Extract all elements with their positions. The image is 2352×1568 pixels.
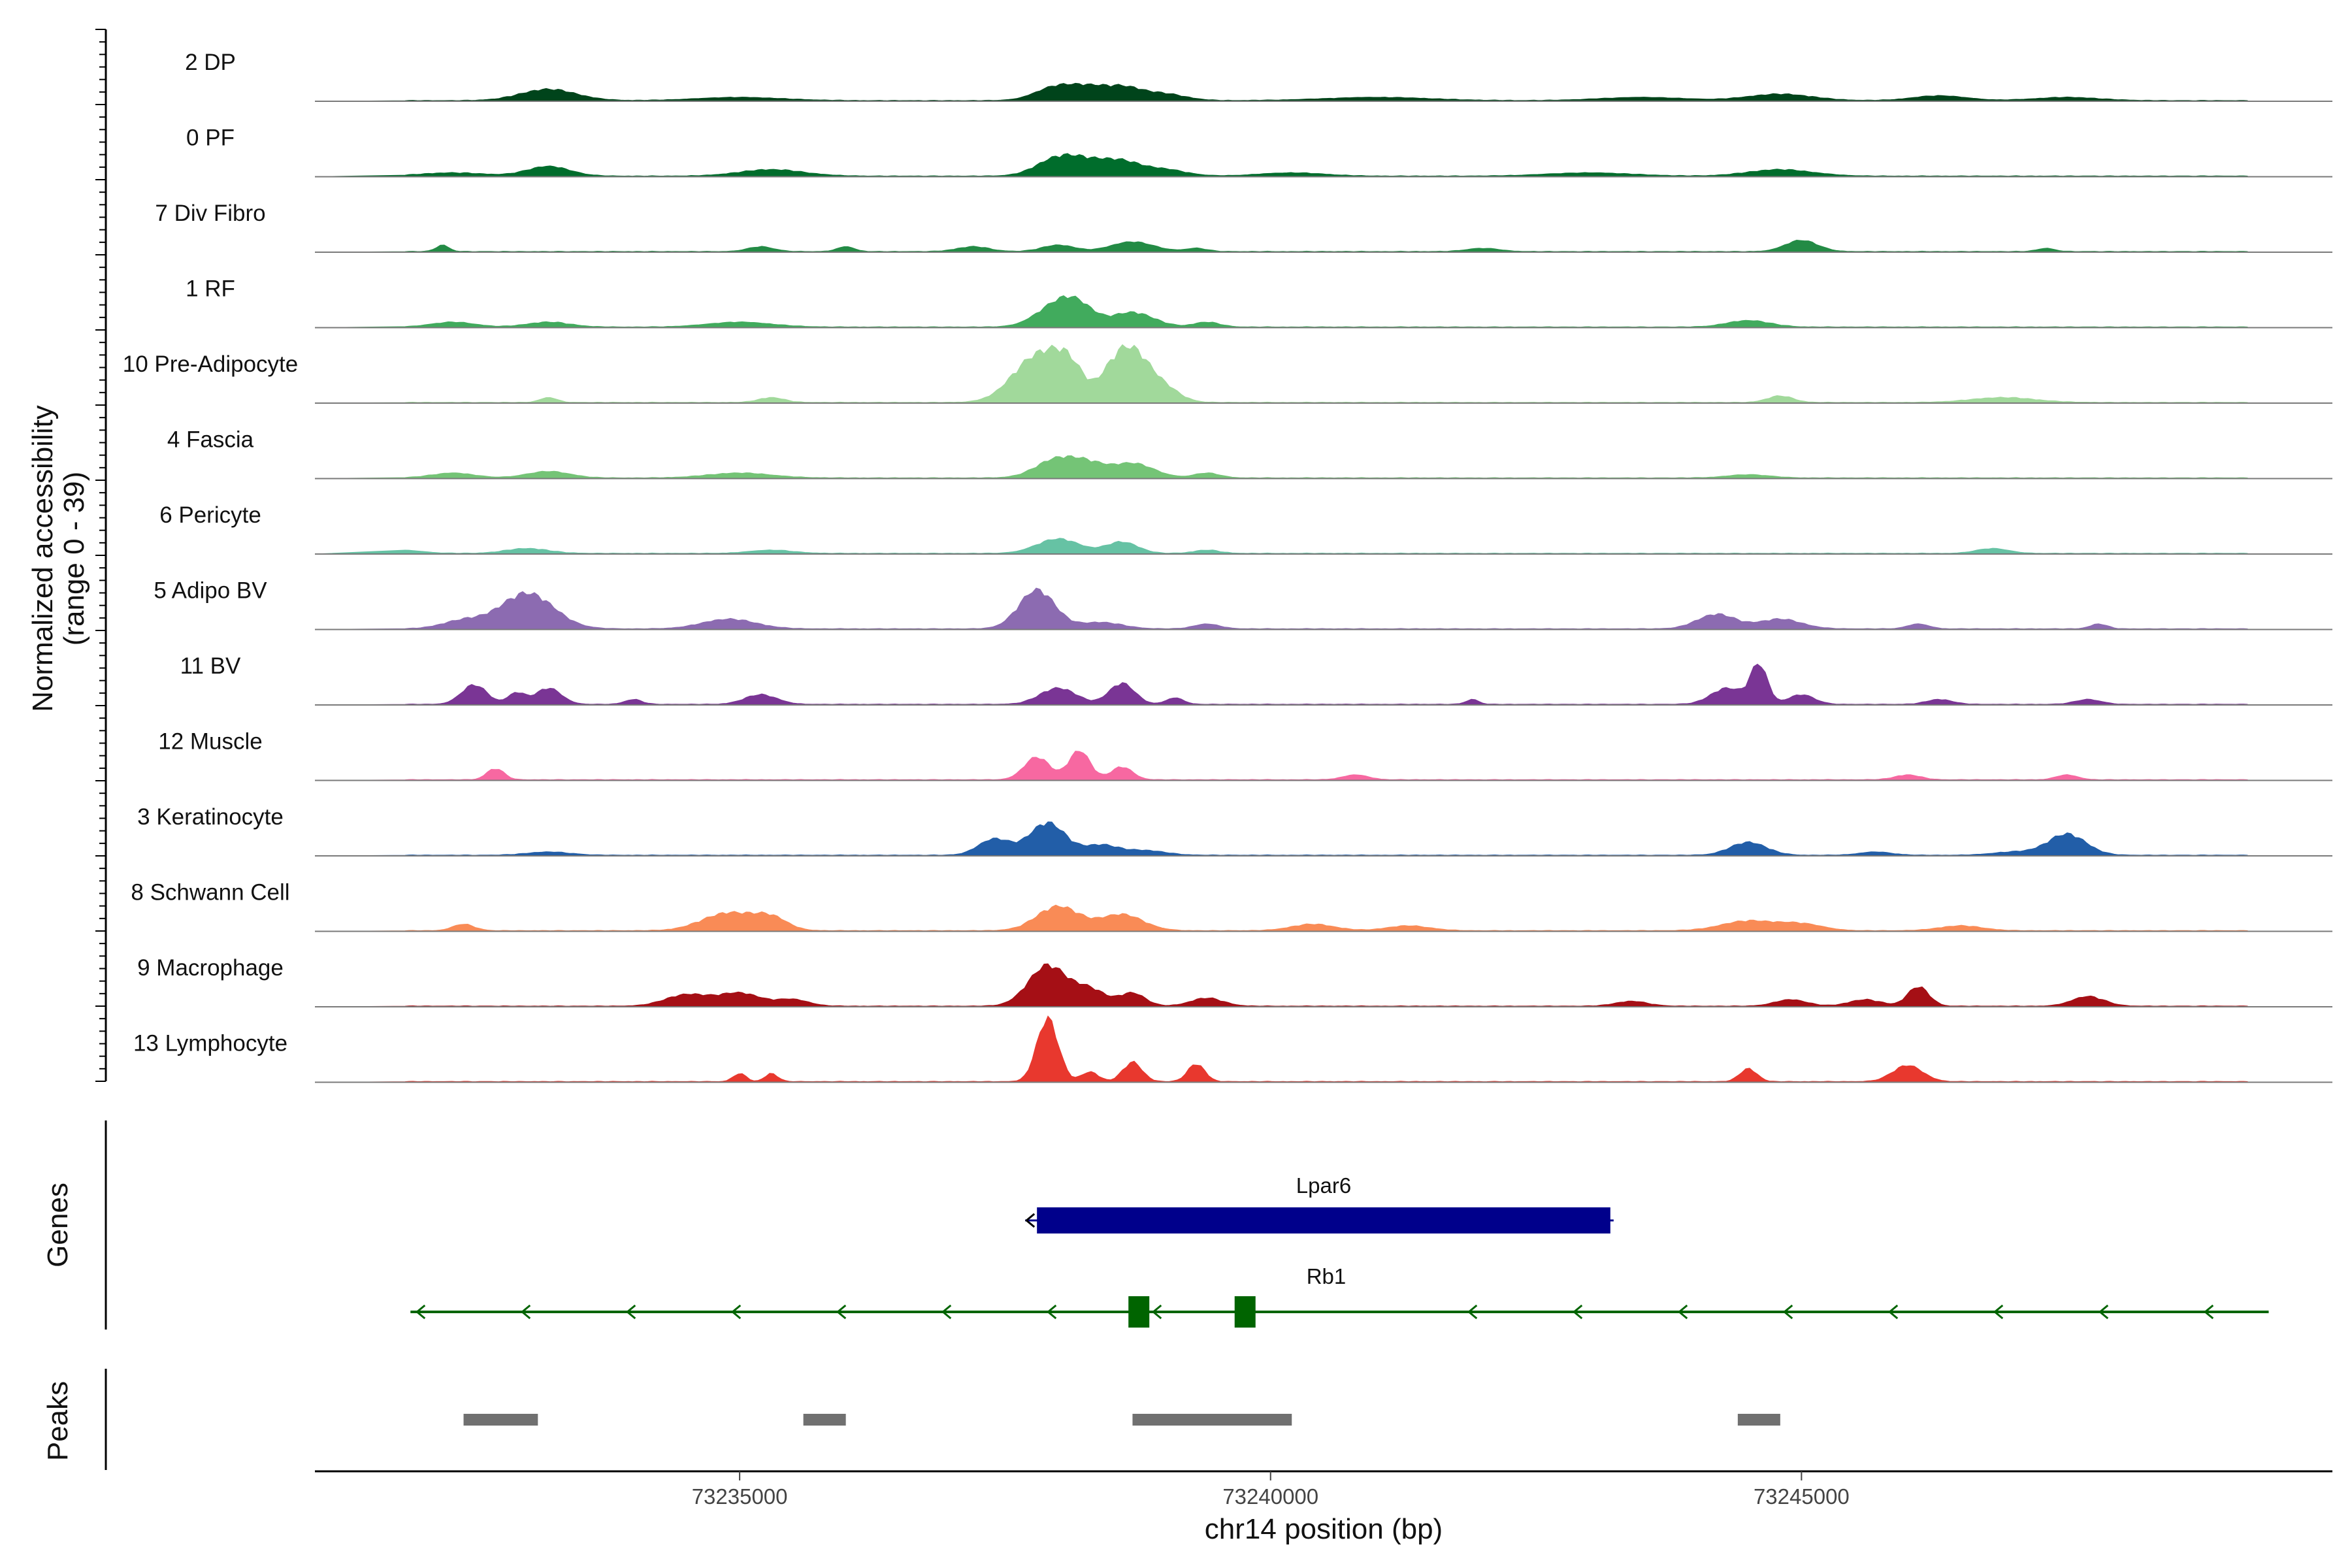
track-label: 10 Pre-Adipocyte <box>123 351 298 377</box>
rb1-arrow-icon <box>520 1304 531 1320</box>
y-axis <box>95 29 107 1082</box>
rb1-arrow-icon <box>625 1304 636 1320</box>
coverage-area <box>314 751 2248 781</box>
track-8: 11 BV <box>180 653 2332 706</box>
track-label: 0 PF <box>186 125 235 151</box>
rb1-arrow-icon <box>415 1304 426 1320</box>
track-label: 5 Adipo BV <box>154 578 267 604</box>
peak-region-3 <box>1737 1414 1780 1426</box>
rb1-exon-0 <box>1128 1296 1150 1328</box>
rb1-arrow-icon <box>1572 1304 1583 1320</box>
rb1-arrow-icon <box>941 1304 952 1320</box>
gene-label-lpar6: Lpar6 <box>1296 1173 1351 1198</box>
rb1-arrow-icon <box>2203 1304 2214 1320</box>
track-12: 9 Macrophage <box>137 955 2332 1007</box>
rb1-exon-1 <box>1234 1296 1256 1328</box>
track-label: 13 Lymphocyte <box>133 1031 287 1056</box>
rb1-arrow-icon <box>1467 1304 1478 1320</box>
gene-label-rb1: Rb1 <box>1307 1264 1347 1288</box>
rb1-arrow-icon <box>1677 1304 1688 1320</box>
rb1-arrow-icon <box>1782 1304 1793 1320</box>
y-axis-title: Normalized accessibility <box>27 405 59 711</box>
x-axis: 73235000 73240000 73245000 <box>315 1470 2332 1509</box>
y-axis-range: (range 0 - 39) <box>58 472 90 646</box>
track-label: 6 Pericyte <box>159 502 261 528</box>
rb1-arrow-icon <box>1887 1304 1899 1320</box>
track-label: 12 Muscle <box>158 729 263 755</box>
coverage-area <box>314 295 2248 328</box>
track-5: 4 Fascia <box>167 427 2332 480</box>
peak-track <box>105 1369 1780 1470</box>
x-tick-label: 73235000 <box>692 1484 788 1509</box>
genes-section-title: Genes <box>42 1183 74 1267</box>
peak-region-0 <box>463 1414 538 1426</box>
gene-track: Lpar6 Rb1 <box>105 1120 2269 1330</box>
lpar6-body <box>1037 1207 1610 1233</box>
x-tick-label: 73240000 <box>1222 1484 1318 1509</box>
coverage-area <box>314 963 2248 1007</box>
peak-region-2 <box>1132 1414 1292 1426</box>
coverage-area <box>314 1015 2248 1083</box>
coverage-area <box>314 344 2248 404</box>
track-label: 4 Fascia <box>167 427 254 453</box>
coverage-area <box>314 904 2248 932</box>
coverage-area <box>314 538 2248 555</box>
coverage-area <box>314 153 2248 177</box>
rb1-arrow-icon <box>2098 1304 2109 1320</box>
rb1-arrow-icon <box>730 1304 742 1320</box>
coverage-area <box>314 455 2248 479</box>
track-label: 7 Div Fibro <box>155 201 265 226</box>
x-tick-label: 73245000 <box>1754 1484 1850 1509</box>
track-label: 11 BV <box>180 653 241 679</box>
accessibility-tracks: 2 DP 0 PF 7 Div Fibro 1 RF 10 Pre-Adipocyte 4… <box>123 50 2332 1083</box>
track-10: 3 Keratinocyte <box>137 804 2332 857</box>
track-4: 10 Pre-Adipocyte <box>123 344 2332 404</box>
track-label: 1 RF <box>186 276 235 302</box>
track-13: 13 Lymphocyte <box>133 1015 2332 1083</box>
coverage-area <box>314 821 2248 857</box>
track-6: 6 Pericyte <box>159 502 2332 555</box>
track-7: 5 Adipo BV <box>154 578 2332 630</box>
track-label: 8 Schwann Cell <box>131 880 289 906</box>
track-3: 1 RF <box>186 276 2332 329</box>
track-9: 12 Muscle <box>158 729 2332 781</box>
peaks-section-title: Peaks <box>42 1381 74 1461</box>
rb1-arrow-icon <box>1151 1304 1162 1320</box>
coverage-area <box>314 587 2248 630</box>
rb1-arrow-icon <box>1993 1304 2004 1320</box>
track-label: 9 Macrophage <box>137 955 284 981</box>
coverage-area <box>314 663 2248 706</box>
coverage-area <box>314 239 2248 253</box>
track-label: 2 DP <box>185 50 236 75</box>
track-11: 8 Schwann Cell <box>131 880 2332 932</box>
x-axis-title: chr14 position (bp) <box>1205 1513 1443 1545</box>
track-label: 3 Keratinocyte <box>137 804 284 830</box>
lpar6-arrow-icon <box>1024 1213 1036 1228</box>
track-0: 2 DP <box>185 50 2332 102</box>
peak-region-1 <box>803 1414 846 1426</box>
track-2: 7 Div Fibro <box>155 201 2332 253</box>
rb1-arrow-icon <box>836 1304 847 1320</box>
track-1: 0 PF <box>186 125 2332 178</box>
rb1-arrow-icon <box>1046 1304 1057 1320</box>
coverage-area <box>314 82 2248 102</box>
